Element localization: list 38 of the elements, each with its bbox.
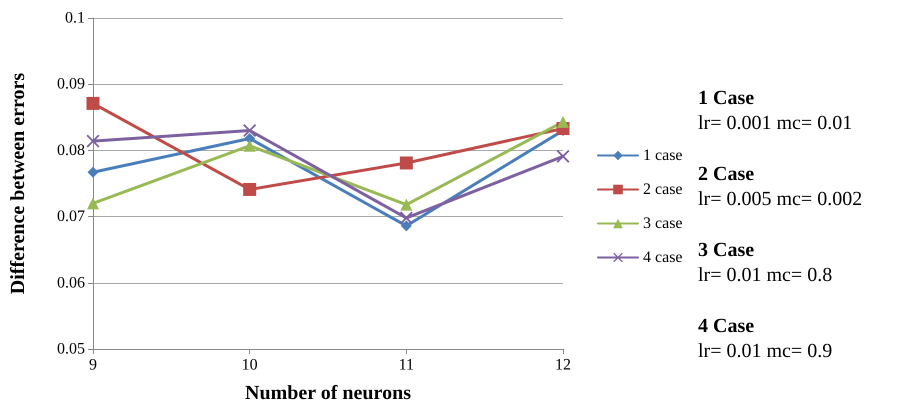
point [243, 124, 256, 138]
point [400, 220, 412, 232]
x-tick-label: 12 [555, 356, 571, 374]
point [400, 198, 412, 211]
text: 4 Case [698, 315, 754, 337]
point [244, 132, 256, 144]
text: 2 Case [698, 163, 754, 185]
point [557, 116, 569, 128]
point [243, 182, 256, 196]
text: lr= 0.01 mc= 0.8 [698, 264, 832, 286]
legend-label: 3 case [643, 215, 683, 232]
x-tick-label: 11 [398, 356, 414, 374]
x-tick-label: 9 [89, 356, 97, 374]
text: 3 Case [698, 239, 754, 261]
y-tick-label: 0.06 [57, 274, 85, 292]
point [400, 211, 413, 224]
x-axis-title: Number of neurons [245, 382, 412, 404]
legend-label: 4 case [643, 249, 683, 266]
y-tick-label: 0.08 [57, 142, 85, 159]
text: lr= 0.01 mc= 0.9 [698, 340, 832, 362]
text: 1 Case [698, 87, 754, 109]
legend-label: 2 case [643, 181, 683, 198]
legend-label: 1 case [643, 147, 683, 164]
y-tick-label: 0.1 [65, 10, 85, 26]
y-tick-label: 0.07 [57, 208, 85, 226]
point [87, 197, 99, 210]
x-tick-label: 10 [242, 356, 258, 374]
point [400, 156, 413, 170]
y-axis-title: Difference between errors [7, 72, 29, 294]
point [556, 150, 570, 163]
text: lr= 0.005 mc= 0.002 [698, 188, 862, 210]
y-tick-label: 0.05 [57, 340, 85, 358]
point [88, 166, 98, 178]
point [244, 140, 256, 152]
point [86, 96, 100, 110]
y-tick-label: 0.09 [57, 76, 85, 93]
point [86, 134, 100, 148]
text: lr= 0.001 mc= 0.01 [698, 112, 852, 134]
